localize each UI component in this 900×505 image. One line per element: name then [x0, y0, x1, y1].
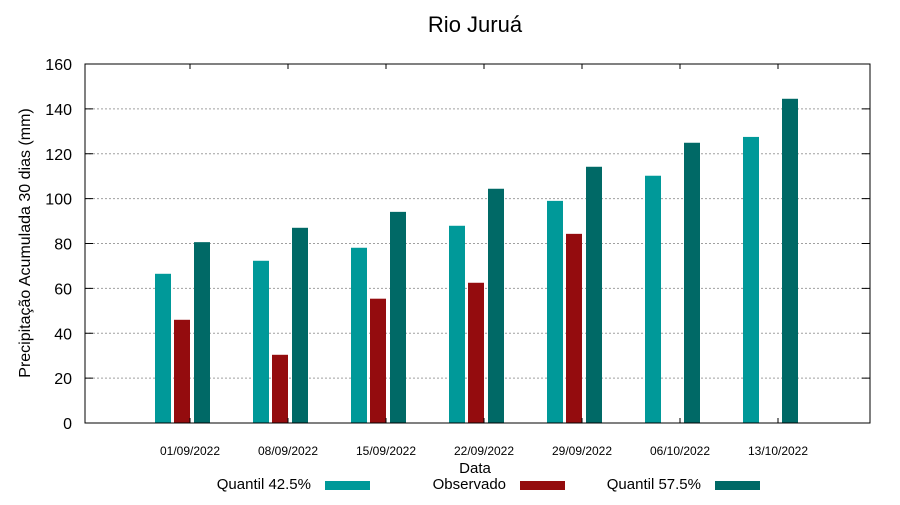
bar-observado-0: [174, 319, 190, 423]
x-tick-label: 13/10/2022: [748, 444, 808, 458]
bar-quantil-42-5--0: [155, 273, 171, 423]
x-tick-label: 08/09/2022: [258, 444, 318, 458]
y-axis-ticks: 0 20 40 60 80 100 120 140 160: [45, 57, 870, 433]
bar-quantil-57-5--3: [488, 188, 504, 423]
legend-label: Quantil 57.5%: [607, 476, 701, 493]
x-axis-label: Data: [459, 460, 491, 477]
y-tick-label: 20: [54, 371, 72, 388]
bar-observado-3: [468, 282, 484, 423]
x-tick-label: 15/09/2022: [356, 444, 416, 458]
bar-quantil-57-5--1: [292, 227, 308, 423]
legend-swatch: [325, 481, 370, 490]
bar-observado-1: [272, 354, 288, 423]
bar-observado-4: [566, 233, 582, 423]
x-tick-label: 29/09/2022: [552, 444, 612, 458]
legend-swatch: [715, 481, 760, 490]
y-tick-label: 40: [54, 326, 72, 343]
legend: Quantil 42.5% Observado Quantil 57.5%: [217, 476, 760, 493]
x-tick-label: 01/09/2022: [160, 444, 220, 458]
bar-quantil-42-5--2: [351, 247, 367, 423]
bar-quantil-57-5--5: [684, 142, 700, 424]
x-tick-label: 22/09/2022: [454, 444, 514, 458]
bar-quantil-57-5--0: [194, 242, 210, 423]
chart-title: Rio Juruá: [428, 12, 523, 37]
bar-quantil-57-5--4: [586, 166, 602, 424]
x-axis-ticks: 01/09/2022 08/09/2022 15/09/2022 22/09/2022…: [160, 64, 808, 458]
bar-observado-2: [370, 298, 386, 423]
bar-quantil-42-5--3: [449, 225, 465, 423]
y-tick-label: 100: [45, 192, 72, 209]
y-tick-label: 0: [63, 416, 72, 433]
bar-quantil-42-5--4: [547, 200, 563, 423]
bar-quantil-42-5--5: [645, 175, 661, 423]
bar-quantil-42-5--6: [743, 136, 759, 423]
x-tick-label: 06/10/2022: [650, 444, 710, 458]
bar-quantil-57-5--2: [390, 211, 406, 423]
y-tick-label: 120: [45, 147, 72, 164]
y-tick-label: 60: [54, 281, 72, 298]
legend-label: Observado: [433, 476, 506, 493]
legend-label: Quantil 42.5%: [217, 476, 311, 493]
bar-quantil-57-5--6: [782, 98, 798, 423]
y-tick-label: 140: [45, 102, 72, 119]
bar-quantil-42-5--1: [253, 260, 269, 423]
y-tick-label: 80: [54, 237, 72, 254]
y-axis-label: Precipitação Acumulada 30 dias (mm): [17, 108, 34, 377]
y-tick-label: 160: [45, 57, 72, 74]
bars: [155, 98, 798, 424]
legend-swatch: [520, 481, 565, 490]
